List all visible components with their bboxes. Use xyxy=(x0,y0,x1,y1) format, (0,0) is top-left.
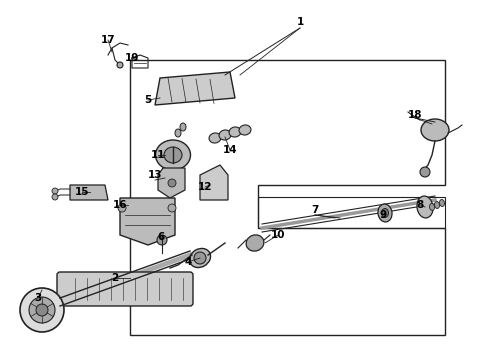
Text: 4: 4 xyxy=(184,257,192,267)
Ellipse shape xyxy=(164,147,182,163)
Ellipse shape xyxy=(246,235,264,251)
Ellipse shape xyxy=(229,127,241,137)
Text: 9: 9 xyxy=(379,210,387,220)
Ellipse shape xyxy=(219,130,231,140)
Polygon shape xyxy=(70,185,108,200)
Circle shape xyxy=(168,204,176,212)
Circle shape xyxy=(29,297,55,323)
Text: 18: 18 xyxy=(408,110,422,120)
Ellipse shape xyxy=(440,199,444,207)
Polygon shape xyxy=(120,198,175,245)
Bar xyxy=(258,197,445,228)
Ellipse shape xyxy=(180,123,186,131)
Polygon shape xyxy=(200,165,228,200)
Ellipse shape xyxy=(209,133,221,143)
Text: 12: 12 xyxy=(198,182,212,192)
Circle shape xyxy=(52,194,58,200)
Text: 13: 13 xyxy=(148,170,162,180)
Circle shape xyxy=(20,288,64,332)
Text: 16: 16 xyxy=(113,200,127,210)
Polygon shape xyxy=(155,72,235,105)
Text: 5: 5 xyxy=(145,95,151,105)
Text: 14: 14 xyxy=(222,145,237,155)
Circle shape xyxy=(118,204,126,212)
Text: 17: 17 xyxy=(100,35,115,45)
Ellipse shape xyxy=(190,248,211,267)
Text: 3: 3 xyxy=(34,293,42,303)
Text: 2: 2 xyxy=(111,273,119,283)
Text: 1: 1 xyxy=(296,17,304,27)
FancyBboxPatch shape xyxy=(57,272,193,306)
Text: 8: 8 xyxy=(416,200,424,210)
Ellipse shape xyxy=(239,125,251,135)
Ellipse shape xyxy=(417,196,433,218)
Text: 11: 11 xyxy=(151,150,165,160)
Ellipse shape xyxy=(382,208,389,217)
Circle shape xyxy=(36,304,48,316)
Text: 7: 7 xyxy=(311,205,318,215)
Ellipse shape xyxy=(435,202,440,208)
Circle shape xyxy=(52,188,58,194)
Circle shape xyxy=(117,62,123,68)
Circle shape xyxy=(420,167,430,177)
Text: 15: 15 xyxy=(75,187,89,197)
Circle shape xyxy=(168,179,176,187)
Circle shape xyxy=(157,235,167,245)
Ellipse shape xyxy=(378,204,392,222)
Text: 6: 6 xyxy=(157,232,165,242)
Circle shape xyxy=(194,252,206,264)
Ellipse shape xyxy=(429,203,435,211)
Text: 10: 10 xyxy=(271,230,285,240)
Ellipse shape xyxy=(175,129,181,137)
Text: 19: 19 xyxy=(125,53,139,63)
Polygon shape xyxy=(158,168,185,198)
Ellipse shape xyxy=(155,140,191,170)
Ellipse shape xyxy=(421,119,449,141)
